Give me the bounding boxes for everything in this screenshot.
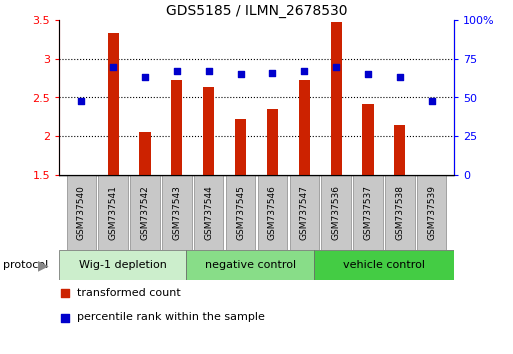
Title: GDS5185 / ILMN_2678530: GDS5185 / ILMN_2678530 — [166, 4, 347, 18]
Bar — [186, 250, 314, 280]
Point — [109, 64, 117, 69]
Bar — [322, 175, 351, 250]
Point — [300, 68, 308, 74]
Point — [428, 98, 436, 103]
Bar — [362, 104, 373, 175]
Bar — [130, 175, 160, 250]
Point — [61, 315, 69, 320]
Point — [77, 98, 85, 103]
Text: GSM737540: GSM737540 — [77, 185, 86, 240]
Point — [364, 72, 372, 77]
Bar — [203, 87, 214, 175]
Bar — [171, 80, 183, 175]
Point — [268, 70, 277, 75]
Point — [396, 75, 404, 80]
Bar — [226, 175, 255, 250]
Text: vehicle control: vehicle control — [343, 260, 425, 270]
Text: GSM737543: GSM737543 — [172, 185, 182, 240]
Bar — [98, 175, 128, 250]
Text: protocol: protocol — [3, 260, 48, 270]
Text: GSM737546: GSM737546 — [268, 185, 277, 240]
Bar — [385, 175, 415, 250]
Bar — [194, 175, 223, 250]
Point — [205, 68, 213, 74]
Bar — [353, 175, 383, 250]
Text: GSM737541: GSM737541 — [109, 185, 117, 240]
Text: GSM737545: GSM737545 — [236, 185, 245, 240]
Bar — [162, 175, 191, 250]
Text: GSM737537: GSM737537 — [364, 185, 372, 240]
Text: GSM737547: GSM737547 — [300, 185, 309, 240]
Bar — [108, 33, 119, 175]
Text: Wig-1 depletion: Wig-1 depletion — [79, 260, 167, 270]
Bar — [67, 175, 96, 250]
Bar — [59, 250, 186, 280]
Text: GSM737544: GSM737544 — [204, 185, 213, 240]
Text: GSM737536: GSM737536 — [331, 185, 341, 240]
Text: negative control: negative control — [205, 260, 295, 270]
Bar — [299, 80, 310, 175]
Point — [61, 290, 69, 295]
Bar — [267, 109, 278, 175]
Bar — [235, 119, 246, 175]
Bar — [417, 175, 446, 250]
Bar — [290, 175, 319, 250]
Point — [173, 68, 181, 74]
Point — [141, 75, 149, 80]
Bar — [330, 22, 342, 175]
Text: percentile rank within the sample: percentile rank within the sample — [77, 313, 265, 322]
Bar — [140, 132, 151, 175]
Text: transformed count: transformed count — [77, 287, 181, 297]
Bar — [258, 175, 287, 250]
Bar — [394, 125, 405, 175]
Text: ▶: ▶ — [38, 258, 49, 272]
Text: GSM737538: GSM737538 — [396, 185, 404, 240]
Text: GSM737539: GSM737539 — [427, 185, 436, 240]
Text: GSM737542: GSM737542 — [141, 185, 149, 240]
Point — [332, 64, 340, 69]
Bar — [314, 250, 454, 280]
Point — [236, 72, 245, 77]
